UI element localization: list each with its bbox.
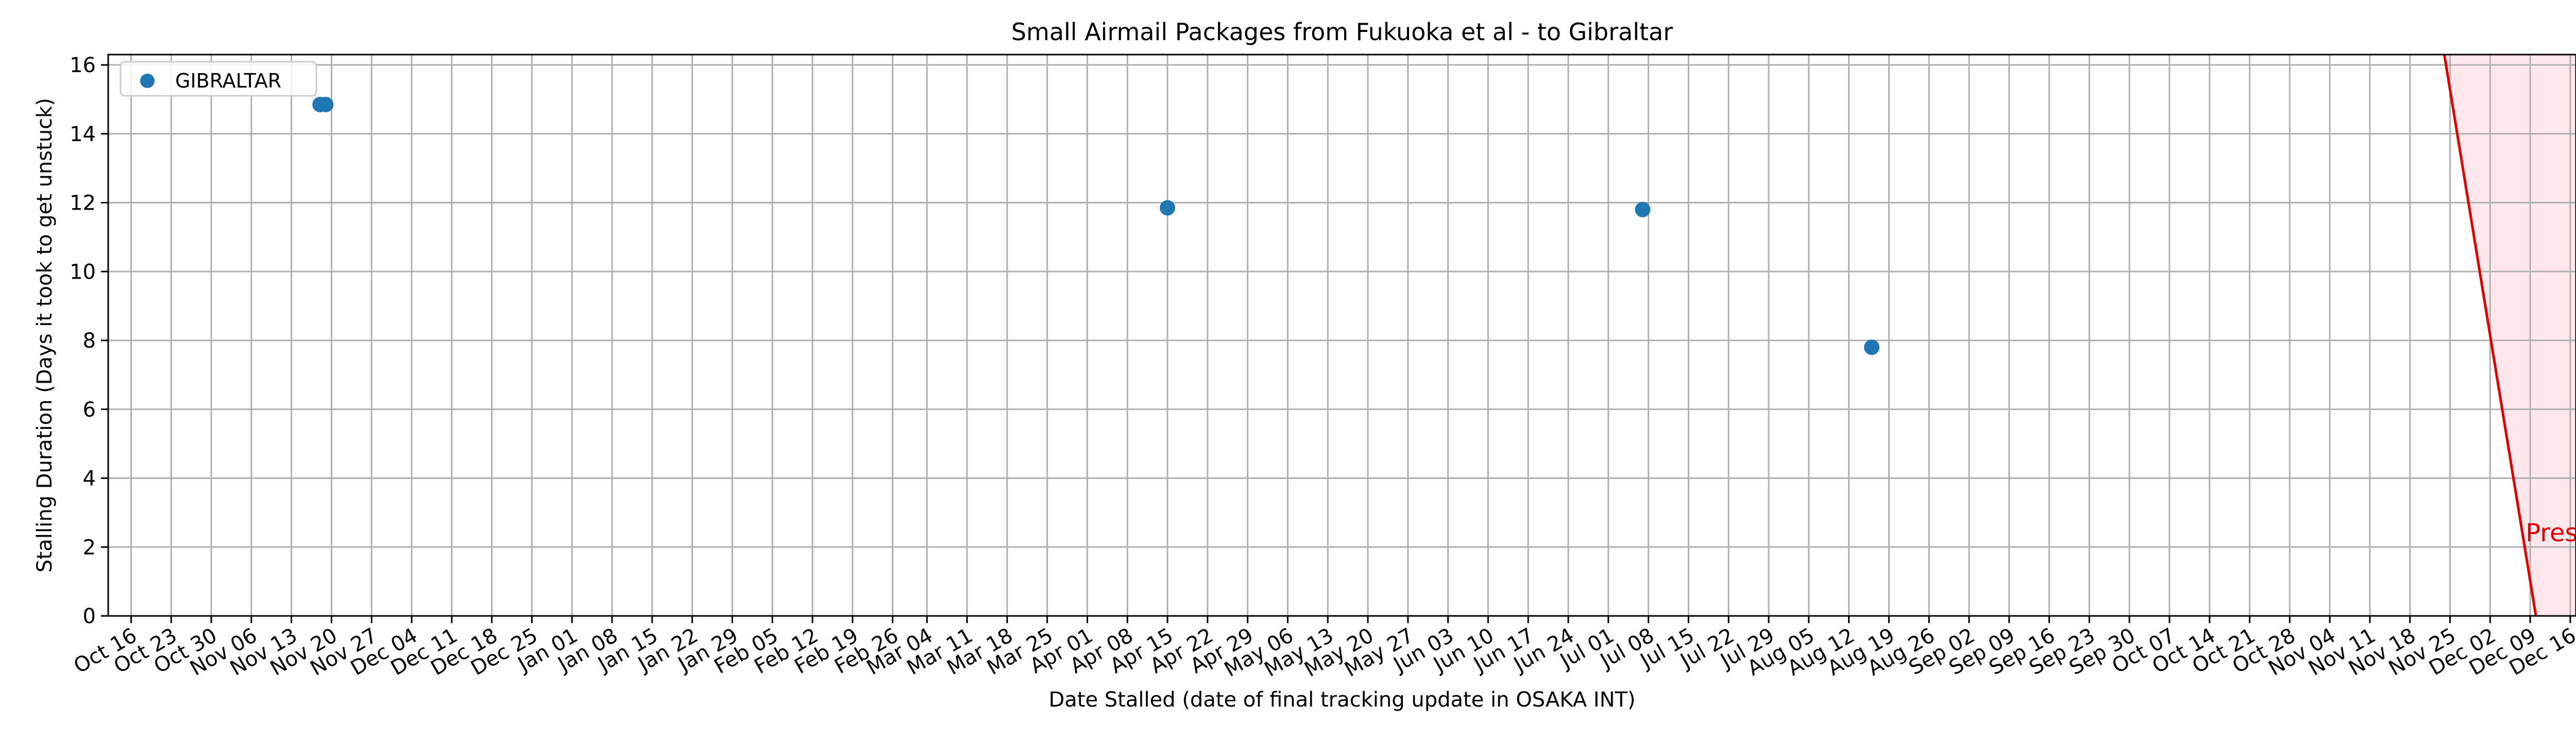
legend-box bbox=[120, 61, 317, 97]
legend-label: GIBRALTAR bbox=[175, 70, 281, 92]
data-point bbox=[1160, 200, 1176, 216]
chart-title: Small Airmail Packages from Fukuoka et a… bbox=[1011, 18, 1673, 46]
y-tick-label: 6 bbox=[83, 398, 96, 422]
y-tick-label: 8 bbox=[83, 329, 96, 353]
y-axis-label: Stalling Duration (Days it took to get u… bbox=[33, 98, 57, 573]
present-annotation: Present bbox=[2526, 519, 2576, 547]
legend-marker bbox=[140, 74, 155, 88]
y-tick-label: 4 bbox=[83, 467, 96, 491]
y-tick-label: 14 bbox=[70, 123, 96, 146]
data-point bbox=[318, 96, 334, 112]
y-tick-label: 10 bbox=[70, 260, 96, 284]
present-shaded-region bbox=[2444, 55, 2576, 616]
plot-frame bbox=[107, 54, 2576, 617]
data-point bbox=[1864, 339, 1880, 355]
x-axis-label: Date Stalled (date of final tracking upd… bbox=[1048, 688, 1635, 712]
data-point bbox=[1635, 201, 1651, 217]
y-tick-label: 0 bbox=[83, 605, 96, 628]
y-tick-label: 12 bbox=[70, 192, 96, 215]
y-tick-label: 2 bbox=[83, 536, 96, 559]
y-tick-label: 16 bbox=[70, 54, 96, 77]
present-line bbox=[2443, 54, 2537, 616]
